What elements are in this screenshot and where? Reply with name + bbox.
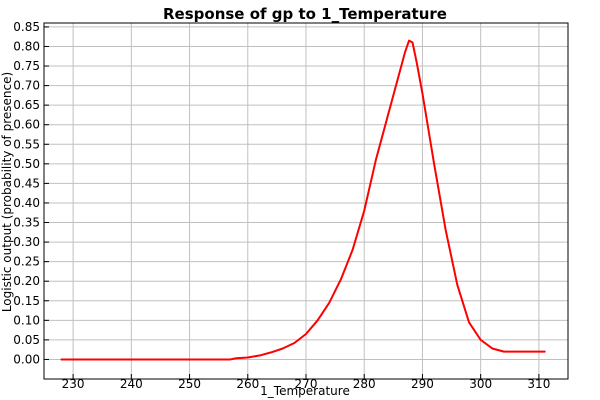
y-tick-label: 0.75 <box>13 59 40 73</box>
y-tick-label: 0.30 <box>13 235 40 249</box>
grid-layer <box>44 23 568 379</box>
series-line-0 <box>60 39 546 361</box>
y-tick-label: 0.55 <box>13 137 40 151</box>
x-tick-label: 310 <box>527 377 550 391</box>
y-tick-label: 0.45 <box>13 176 40 190</box>
ticks-layer: 230 240 250 260 270 280 290 300 310 0.00 0.05 0.10 0… <box>13 20 550 391</box>
x-tick-label: 280 <box>353 377 376 391</box>
y-tick-label: 0.20 <box>13 274 40 288</box>
y-tick-label: 0.40 <box>13 196 40 210</box>
y-tick-label: 0.70 <box>13 79 40 93</box>
x-tick-label: 270 <box>295 377 318 391</box>
y-tick-label: 0.50 <box>13 157 40 171</box>
x-tick-label: 290 <box>411 377 434 391</box>
y-tick-label: 0.05 <box>13 333 40 347</box>
y-tick-label: 0.25 <box>13 255 40 269</box>
y-axis-label: Logistic output (probability of presence… <box>0 72 14 312</box>
y-tick-label: 0.85 <box>13 20 40 34</box>
y-tick-label: 0.10 <box>13 313 40 327</box>
x-axis-label: 1_Temperature <box>260 384 350 398</box>
y-tick-label: 0.80 <box>13 39 40 53</box>
chart-title: Response of gp to 1_Temperature <box>163 5 447 23</box>
x-tick-label: 240 <box>120 377 143 391</box>
x-tick-label: 300 <box>469 377 492 391</box>
x-tick-label: 230 <box>62 377 85 391</box>
series-layer <box>60 39 546 361</box>
y-tick-label: 0.00 <box>13 352 40 366</box>
x-tick-label: 260 <box>236 377 259 391</box>
y-tick-label: 0.60 <box>13 118 40 132</box>
y-tick-label: 0.35 <box>13 216 40 230</box>
y-tick-label: 0.65 <box>13 98 40 112</box>
y-tick-label: 0.15 <box>13 294 40 308</box>
x-tick-label: 250 <box>178 377 201 391</box>
